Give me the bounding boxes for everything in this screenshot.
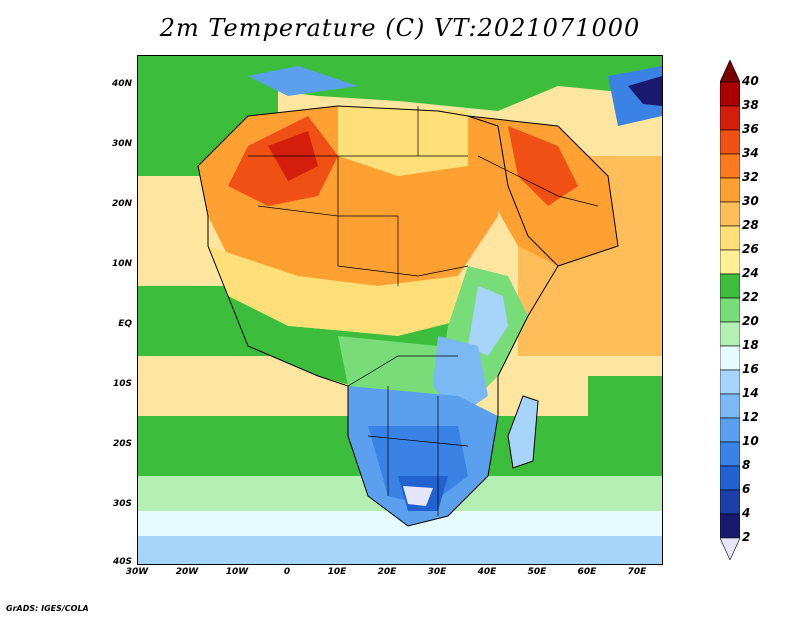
indian-ocean-green xyxy=(588,376,662,466)
colorbar-label: 30 xyxy=(742,194,759,208)
colorbar-bin xyxy=(720,105,740,131)
colorbar-bin xyxy=(720,369,740,395)
lon-label-50e: 50E xyxy=(527,567,547,577)
colorbar-bin xyxy=(720,321,740,347)
arabia-very-hot xyxy=(508,126,578,206)
iberia-cool xyxy=(248,66,358,96)
colorbar-label: 12 xyxy=(742,410,759,424)
colorbar-bin xyxy=(720,177,740,203)
ethiopia-cool xyxy=(468,286,508,356)
colorbar-label: 34 xyxy=(742,146,759,160)
lat-label-30n: 30N xyxy=(111,139,132,149)
colorbar-bin xyxy=(720,129,740,155)
colorbar-bin xyxy=(720,225,740,251)
arabia-coastline xyxy=(467,115,619,267)
colorbar-bin xyxy=(720,441,740,467)
lat-label-eq: EQ xyxy=(118,319,132,329)
map-canvas xyxy=(138,56,662,564)
colorbar-bin xyxy=(720,81,740,107)
africa-coastline xyxy=(197,105,559,527)
colorbar-top-triangle xyxy=(720,60,740,83)
colorbar-bin xyxy=(720,489,740,515)
colorbar-bottom-triangle xyxy=(720,537,740,560)
lat-label-10s: 10S xyxy=(112,379,132,389)
colorbar-label: 18 xyxy=(742,338,759,352)
lon-label-30w: 30W xyxy=(125,567,149,577)
lat-label-40s: 40S xyxy=(112,557,132,567)
temperature-map xyxy=(137,55,663,565)
colorbar-label: 38 xyxy=(742,98,759,112)
madagascar xyxy=(508,396,538,468)
lon-label-0: 0 xyxy=(283,567,291,577)
colorbar-label: 40 xyxy=(742,74,759,88)
lon-label-10w: 10W xyxy=(225,567,249,577)
colorbar-bin xyxy=(720,201,740,227)
colorbar-label: 24 xyxy=(742,266,759,280)
colorbar xyxy=(720,60,740,560)
colorbar-label: 32 xyxy=(742,170,759,184)
sahel-warm xyxy=(208,246,478,336)
lon-label-10e: 10E xyxy=(327,567,347,577)
lat-label-20s: 20S xyxy=(112,439,132,449)
colorbar-label: 28 xyxy=(742,218,759,232)
caucasus-cold xyxy=(628,76,662,106)
libya-warm xyxy=(338,106,468,176)
country-borders xyxy=(248,106,599,516)
lon-label-70e: 70E xyxy=(627,567,647,577)
colorbar-bin xyxy=(720,273,740,299)
colorbar-label: 26 xyxy=(742,242,759,256)
colorbar-bin xyxy=(720,417,740,443)
colorbar-bin xyxy=(720,513,740,539)
map-title: 2m Temperature (C) VT:2021071000 xyxy=(159,14,641,42)
lat-label-10n: 10N xyxy=(111,259,132,269)
colorbar-label: 6 xyxy=(742,482,751,496)
lesotho-coldest xyxy=(403,486,433,506)
lon-label-40e: 40E xyxy=(477,567,497,577)
colorbar-label: 22 xyxy=(742,290,759,304)
ocean-southern-blue xyxy=(138,536,662,564)
madagascar-coastline xyxy=(507,395,539,469)
colorbar-label: 10 xyxy=(742,434,759,448)
colorbar-blocks xyxy=(720,60,740,560)
lon-label-20e: 20E xyxy=(377,567,397,577)
colorbar-label: 14 xyxy=(742,386,759,400)
colorbar-bin xyxy=(720,249,740,275)
colorbar-bin xyxy=(720,393,740,419)
colorbar-label: 4 xyxy=(742,506,751,520)
footer-credit: GrADS: IGES/COLA xyxy=(6,604,89,613)
colorbar-label: 2 xyxy=(742,530,751,544)
colorbar-label: 36 xyxy=(742,122,759,136)
colorbar-label: 8 xyxy=(742,458,751,472)
europe-region xyxy=(238,56,662,111)
lat-label-30s: 30S xyxy=(112,499,132,509)
lon-label-60e: 60E xyxy=(577,567,597,577)
colorbar-bin xyxy=(720,345,740,371)
colorbar-label: 20 xyxy=(742,314,759,328)
colorbar-label: 16 xyxy=(742,362,759,376)
lat-label-20n: 20N xyxy=(111,199,132,209)
lon-label-30e: 30E xyxy=(427,567,447,577)
colorbar-bin xyxy=(720,297,740,323)
lat-label-40n: 40N xyxy=(111,79,132,89)
colorbar-bin xyxy=(720,153,740,179)
lon-label-20w: 20W xyxy=(175,567,199,577)
colorbar-bin xyxy=(720,465,740,491)
